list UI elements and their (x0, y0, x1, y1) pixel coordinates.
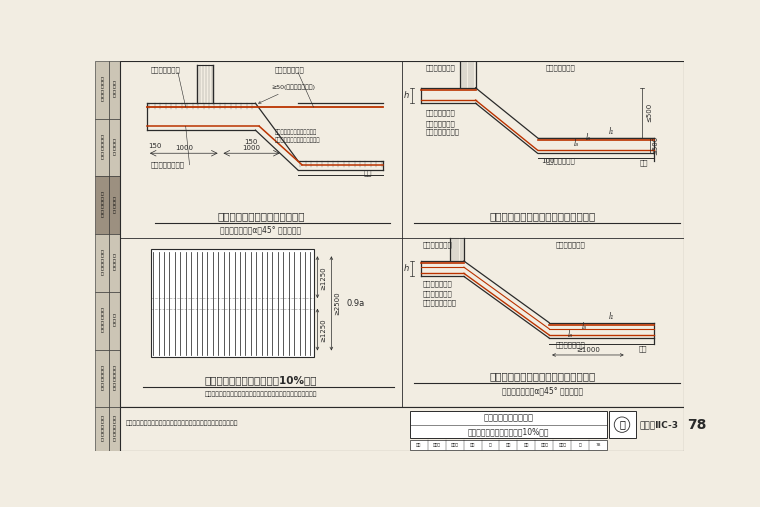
Text: 垫层: 垫层 (638, 346, 647, 352)
Text: 责占图: 责占图 (432, 444, 441, 448)
Text: 审核: 审核 (416, 444, 421, 448)
Bar (686, 411, 708, 438)
Text: 设计: 设计 (524, 444, 529, 448)
Text: ≥2500: ≥2500 (334, 292, 340, 315)
Bar (109, 176, 120, 234)
Text: （底板交接区的受力钢筋和无交接底板叶端部第一根钢筋不应减短）: （底板交接区的受力钢筋和无交接底板叶端部第一根钢筋不应减短） (126, 420, 239, 425)
Text: 条形基础底板不平构造: 条形基础底板不平构造 (483, 413, 534, 422)
Text: 标
准
构
造
详
图: 标 准 构 造 详 图 (100, 366, 103, 391)
Text: 基础底板受力筋: 基础底板受力筋 (556, 342, 585, 348)
Text: ≤500: ≤500 (652, 136, 658, 155)
Text: 条
形
基
础: 条 形 基 础 (113, 197, 116, 213)
Text: 150: 150 (244, 139, 257, 144)
Text: ≥1000: ≥1000 (576, 347, 600, 353)
Text: 基
础
相
关
构
造: 基 础 相 关 构 造 (113, 366, 116, 391)
Text: 垫层: 垫层 (364, 169, 372, 176)
Text: 独
立
基
础: 独 立 基 础 (113, 139, 116, 156)
Text: 基础底板分布筋: 基础底板分布筋 (545, 65, 575, 71)
Text: 費學館: 費學館 (540, 444, 548, 448)
Text: 页: 页 (579, 444, 581, 448)
Text: 条列: 条列 (506, 444, 511, 448)
Text: （底板交接区的受力钢筋和无交接底板叶端部第一根钢筋不应减短）: （底板交接区的受力钢筋和无交接底板叶端部第一根钢筋不应减短） (204, 391, 317, 397)
Text: lₐ: lₐ (581, 322, 587, 331)
Text: h: h (404, 264, 409, 273)
Text: 折: 折 (489, 444, 492, 448)
Text: 基础底板分布筋: 基础底板分布筋 (425, 65, 455, 71)
Text: 基础底板分布筋: 基础底板分布筋 (556, 242, 585, 248)
Text: 基础底板分布筋: 基础底板分布筋 (150, 67, 181, 74)
Text: ≥1250: ≥1250 (321, 318, 327, 342)
Text: 标
准
构
造
详
图: 标 准 构 造 详 图 (100, 308, 103, 334)
Text: 标
准
构
造
详
图: 标 准 构 造 详 图 (100, 193, 103, 218)
Bar (109, 407, 120, 451)
Text: 条形基础底板配筋长度减短10%构造: 条形基础底板配筋长度减短10%构造 (204, 375, 317, 385)
Text: lₐ: lₐ (568, 330, 572, 339)
Bar (109, 292, 120, 350)
Text: l₁: l₁ (609, 312, 614, 321)
Text: 通知科: 通知科 (559, 444, 566, 448)
Text: 放坡由设计人员
根据土质情况确定: 放坡由设计人员 根据土质情况确定 (425, 120, 459, 135)
Bar (95, 234, 109, 292)
Bar (95, 407, 109, 451)
Text: 墙下条形基础底板板底不平构造（二）: 墙下条形基础底板板底不平构造（二） (490, 372, 596, 382)
Text: 录名师: 录名师 (451, 444, 458, 448)
Text: 标
准
构
造
详
图: 标 准 构 造 详 图 (100, 77, 103, 102)
Bar (109, 234, 120, 292)
Text: 150: 150 (148, 142, 162, 149)
Bar (95, 350, 109, 407)
Text: 垫层: 垫层 (640, 159, 648, 166)
Text: ≤500: ≤500 (646, 103, 652, 122)
Bar (95, 119, 109, 176)
Text: 78: 78 (596, 444, 601, 448)
Text: 标
准
构
造
详
图: 标 准 构 造 详 图 (100, 416, 103, 442)
Text: ≥1250: ≥1250 (321, 267, 327, 290)
Text: 校对: 校对 (470, 444, 475, 448)
Bar (95, 292, 109, 350)
Bar (609, 411, 636, 438)
Bar (410, 411, 607, 438)
Bar (109, 119, 120, 176)
Text: 豆丁施ⅡC-3: 豆丁施ⅡC-3 (640, 420, 679, 429)
Text: lₐ: lₐ (574, 139, 579, 148)
Text: 78: 78 (688, 418, 707, 431)
Bar (120, 407, 684, 451)
Bar (410, 441, 607, 450)
Text: 基础底板分布筋: 基础底板分布筋 (275, 67, 305, 74)
Text: 基础底板受力钢筋: 基础底板受力钢筋 (150, 162, 185, 168)
Bar (109, 61, 120, 119)
Text: 条形基础底板配筋长度减短10%构造: 条形基础底板配筋长度减短10%构造 (467, 427, 549, 436)
Text: 🏛: 🏛 (619, 420, 625, 429)
Text: 标
准
构
造
详
图: 标 准 构 造 详 图 (100, 250, 103, 276)
Text: 基础底板受力筋: 基础底板受力筋 (423, 280, 452, 287)
Text: 标
准
构
造
详
图: 标 准 构 造 详 图 (100, 135, 103, 160)
Text: 1000: 1000 (242, 145, 261, 151)
Text: 重径同期同基础底板受力钢筋
（由分布钢筋转换为受力钢筋）: 重径同期同基础底板受力钢筋 （由分布钢筋转换为受力钢筋） (275, 130, 320, 143)
Text: ≥50(由具体设计确定): ≥50(由具体设计确定) (258, 85, 315, 103)
Text: 桩
基
础: 桩 基 础 (113, 314, 116, 327)
Text: 基础底板分布筋: 基础底板分布筋 (423, 242, 452, 248)
Text: 100: 100 (541, 158, 555, 164)
Text: （板底高差坡度α取45° 或按设计）: （板底高差坡度α取45° 或按设计） (220, 226, 302, 235)
Bar (95, 176, 109, 234)
Text: 0.9a: 0.9a (347, 299, 365, 308)
Bar (150, 249, 314, 357)
Text: lₐ: lₐ (585, 133, 591, 142)
Text: 柱下条形基础底板板底不平构造: 柱下条形基础底板板底不平构造 (217, 211, 305, 222)
Text: 放坡由设计人员
根据土质情况确定: 放坡由设计人员 根据土质情况确定 (423, 291, 457, 306)
Text: 筏
形
基
础: 筏 形 基 础 (113, 255, 116, 271)
Text: （板底高差坡度α取45° 或按设计）: （板底高差坡度α取45° 或按设计） (502, 386, 584, 395)
Text: 1000: 1000 (175, 145, 193, 151)
Text: 一
般
构
造: 一 般 构 造 (113, 81, 116, 98)
Text: 基
础
相
关
构
造: 基 础 相 关 构 造 (113, 416, 116, 442)
Bar (109, 350, 120, 407)
Text: l₁: l₁ (609, 127, 614, 136)
Text: 基础底板受力筋: 基础底板受力筋 (425, 110, 455, 116)
Text: 墙下条形基础底板板底不平构造（一）: 墙下条形基础底板板底不平构造（一） (490, 211, 596, 222)
Bar (120, 61, 684, 407)
Text: 基础底板受力筋: 基础底板受力筋 (545, 157, 575, 164)
Bar (95, 61, 109, 119)
Text: h: h (404, 91, 409, 100)
